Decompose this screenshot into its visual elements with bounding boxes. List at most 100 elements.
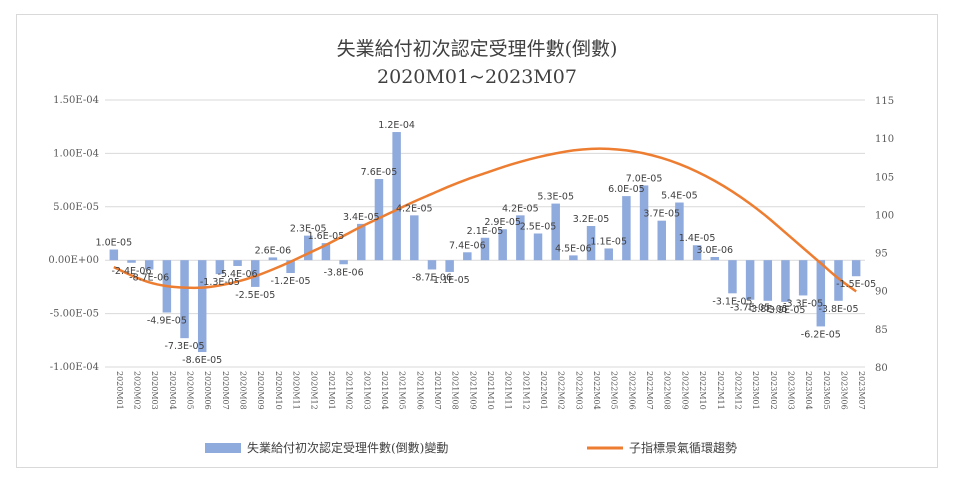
x-tick-label: 2022M09 [680, 371, 689, 410]
data-label: 4.2E-05 [396, 203, 433, 214]
data-label: 2.9E-05 [484, 217, 521, 228]
bar [798, 260, 808, 296]
bar [816, 260, 826, 327]
data-label: 1.4E-05 [679, 233, 716, 244]
right-y-tick-label: 95 [875, 249, 888, 260]
left-y-tick-label: 1.50E-04 [53, 95, 99, 106]
bar [480, 237, 490, 261]
bar [551, 203, 560, 261]
right-y-tick-label: 80 [875, 363, 888, 374]
data-label: 1.0E-05 [96, 238, 133, 249]
bar [109, 249, 119, 261]
x-tick-label: 2020M02 [133, 371, 142, 410]
bar [250, 260, 260, 287]
data-label: 1.2E-04 [378, 120, 415, 131]
bar [410, 215, 419, 261]
x-tick-label: 2020M01 [115, 371, 124, 410]
x-tick-label: 2023M07 [857, 371, 866, 410]
data-label: 5.3E-05 [537, 192, 574, 203]
x-tick-label: 2020M11 [292, 371, 301, 410]
x-tick-label: 2022M12 [733, 371, 742, 410]
x-tick-label: 2020M07 [221, 371, 230, 410]
x-tick-label: 2021M10 [486, 371, 495, 410]
line-series [113, 147, 857, 293]
x-tick-label: 2021M08 [451, 371, 460, 410]
bar [533, 233, 543, 261]
x-tick-label: 2023M02 [769, 371, 778, 410]
bar [268, 257, 278, 261]
x-tick-label: 2022M11 [716, 371, 725, 410]
right-y-tick-label: 85 [875, 325, 888, 336]
x-tick-label: 2022M02 [557, 371, 566, 410]
legend-swatch-bar [205, 443, 241, 453]
left-y-tick-label: 0.00E+00 [48, 255, 99, 266]
data-label: -1.3E-05 [200, 277, 240, 288]
chart-subtitle: 2020M01~2023M07 [377, 66, 577, 88]
left-y-tick-label: 1.00E-04 [53, 148, 99, 159]
data-label: -2.5E-05 [235, 290, 275, 301]
x-tick-label: 2022M01 [539, 371, 548, 410]
bar [144, 260, 154, 270]
bar [445, 260, 454, 272]
x-tick-label: 2021M02 [345, 371, 354, 410]
data-label: 3.2E-05 [573, 214, 610, 225]
data-label: -3.3E-05 [783, 298, 823, 309]
data-label: 7.4E-06 [449, 240, 486, 251]
x-tick-label: 2021M06 [415, 371, 424, 410]
bar [498, 229, 507, 261]
bar [675, 202, 684, 261]
bar [710, 256, 720, 261]
x-tick-label: 2021M09 [468, 371, 477, 410]
bar [197, 260, 207, 353]
x-tick-label: 2021M07 [433, 371, 442, 410]
right-y-tick-label: 90 [875, 287, 888, 298]
data-label: -8.7E-06 [129, 272, 169, 283]
bar [657, 220, 666, 261]
data-label: 6.0E-05 [608, 184, 645, 195]
bar [851, 260, 861, 277]
x-tick-label: 2022M07 [645, 371, 654, 410]
bar [392, 132, 401, 261]
data-label: -8.6E-05 [182, 355, 222, 366]
x-tick-label: 2021M12 [521, 371, 530, 410]
data-label: 2.1E-05 [467, 226, 504, 237]
bar [745, 260, 755, 300]
left-y-tick-label: 5.00E-05 [53, 202, 99, 213]
bar [622, 196, 631, 261]
x-tick-label: 2021M05 [398, 371, 407, 410]
data-label: 1.6E-05 [308, 231, 345, 242]
x-tick-label: 2020M09 [256, 371, 265, 410]
x-tick-label: 2020M03 [150, 371, 159, 410]
data-label: 5.4E-05 [661, 191, 698, 202]
right-y-tick-label: 105 [875, 172, 894, 183]
x-tick-label: 2022M04 [592, 371, 601, 410]
x-tick-label: 2020M10 [274, 371, 283, 410]
data-label: -1.5E-05 [836, 279, 876, 290]
data-label: -6.2E-05 [801, 329, 841, 340]
x-axis: 2020M01 2020M02 2020M03 2020M04 2020M05 2020M… [115, 371, 866, 410]
trend-line [113, 147, 857, 293]
bar [463, 252, 472, 261]
right-y-tick-label: 100 [875, 210, 894, 221]
bar [215, 260, 225, 275]
data-label: -7.3E-05 [165, 341, 205, 352]
data-label: -3.1E-05 [712, 296, 752, 307]
x-tick-label: 2021M04 [380, 371, 389, 410]
data-label: -3.7E-05 [730, 303, 770, 314]
x-tick-label: 2020M05 [186, 371, 195, 410]
right-y-tick-label: 115 [875, 96, 894, 107]
legend-label-line: 子指標景氣循環趨勢 [629, 440, 737, 455]
bar [604, 248, 613, 261]
data-label: 4.2E-05 [502, 203, 539, 214]
bar [781, 260, 790, 302]
bar [569, 255, 578, 261]
data-label: -4.9E-05 [147, 316, 187, 327]
bar [233, 260, 242, 266]
combo-chart: 1.0E-05-2.4E-06-8.7E-06-4.9E-05-7.3E-05-… [48, 38, 894, 455]
bar [834, 260, 843, 301]
data-label: 2.3E-05 [290, 224, 327, 235]
x-tick-label: 2022M08 [663, 371, 672, 410]
data-label: -3.8E-05 [818, 304, 858, 315]
x-tick-label: 2021M01 [327, 371, 336, 410]
x-tick-label: 2023M03 [786, 371, 795, 410]
